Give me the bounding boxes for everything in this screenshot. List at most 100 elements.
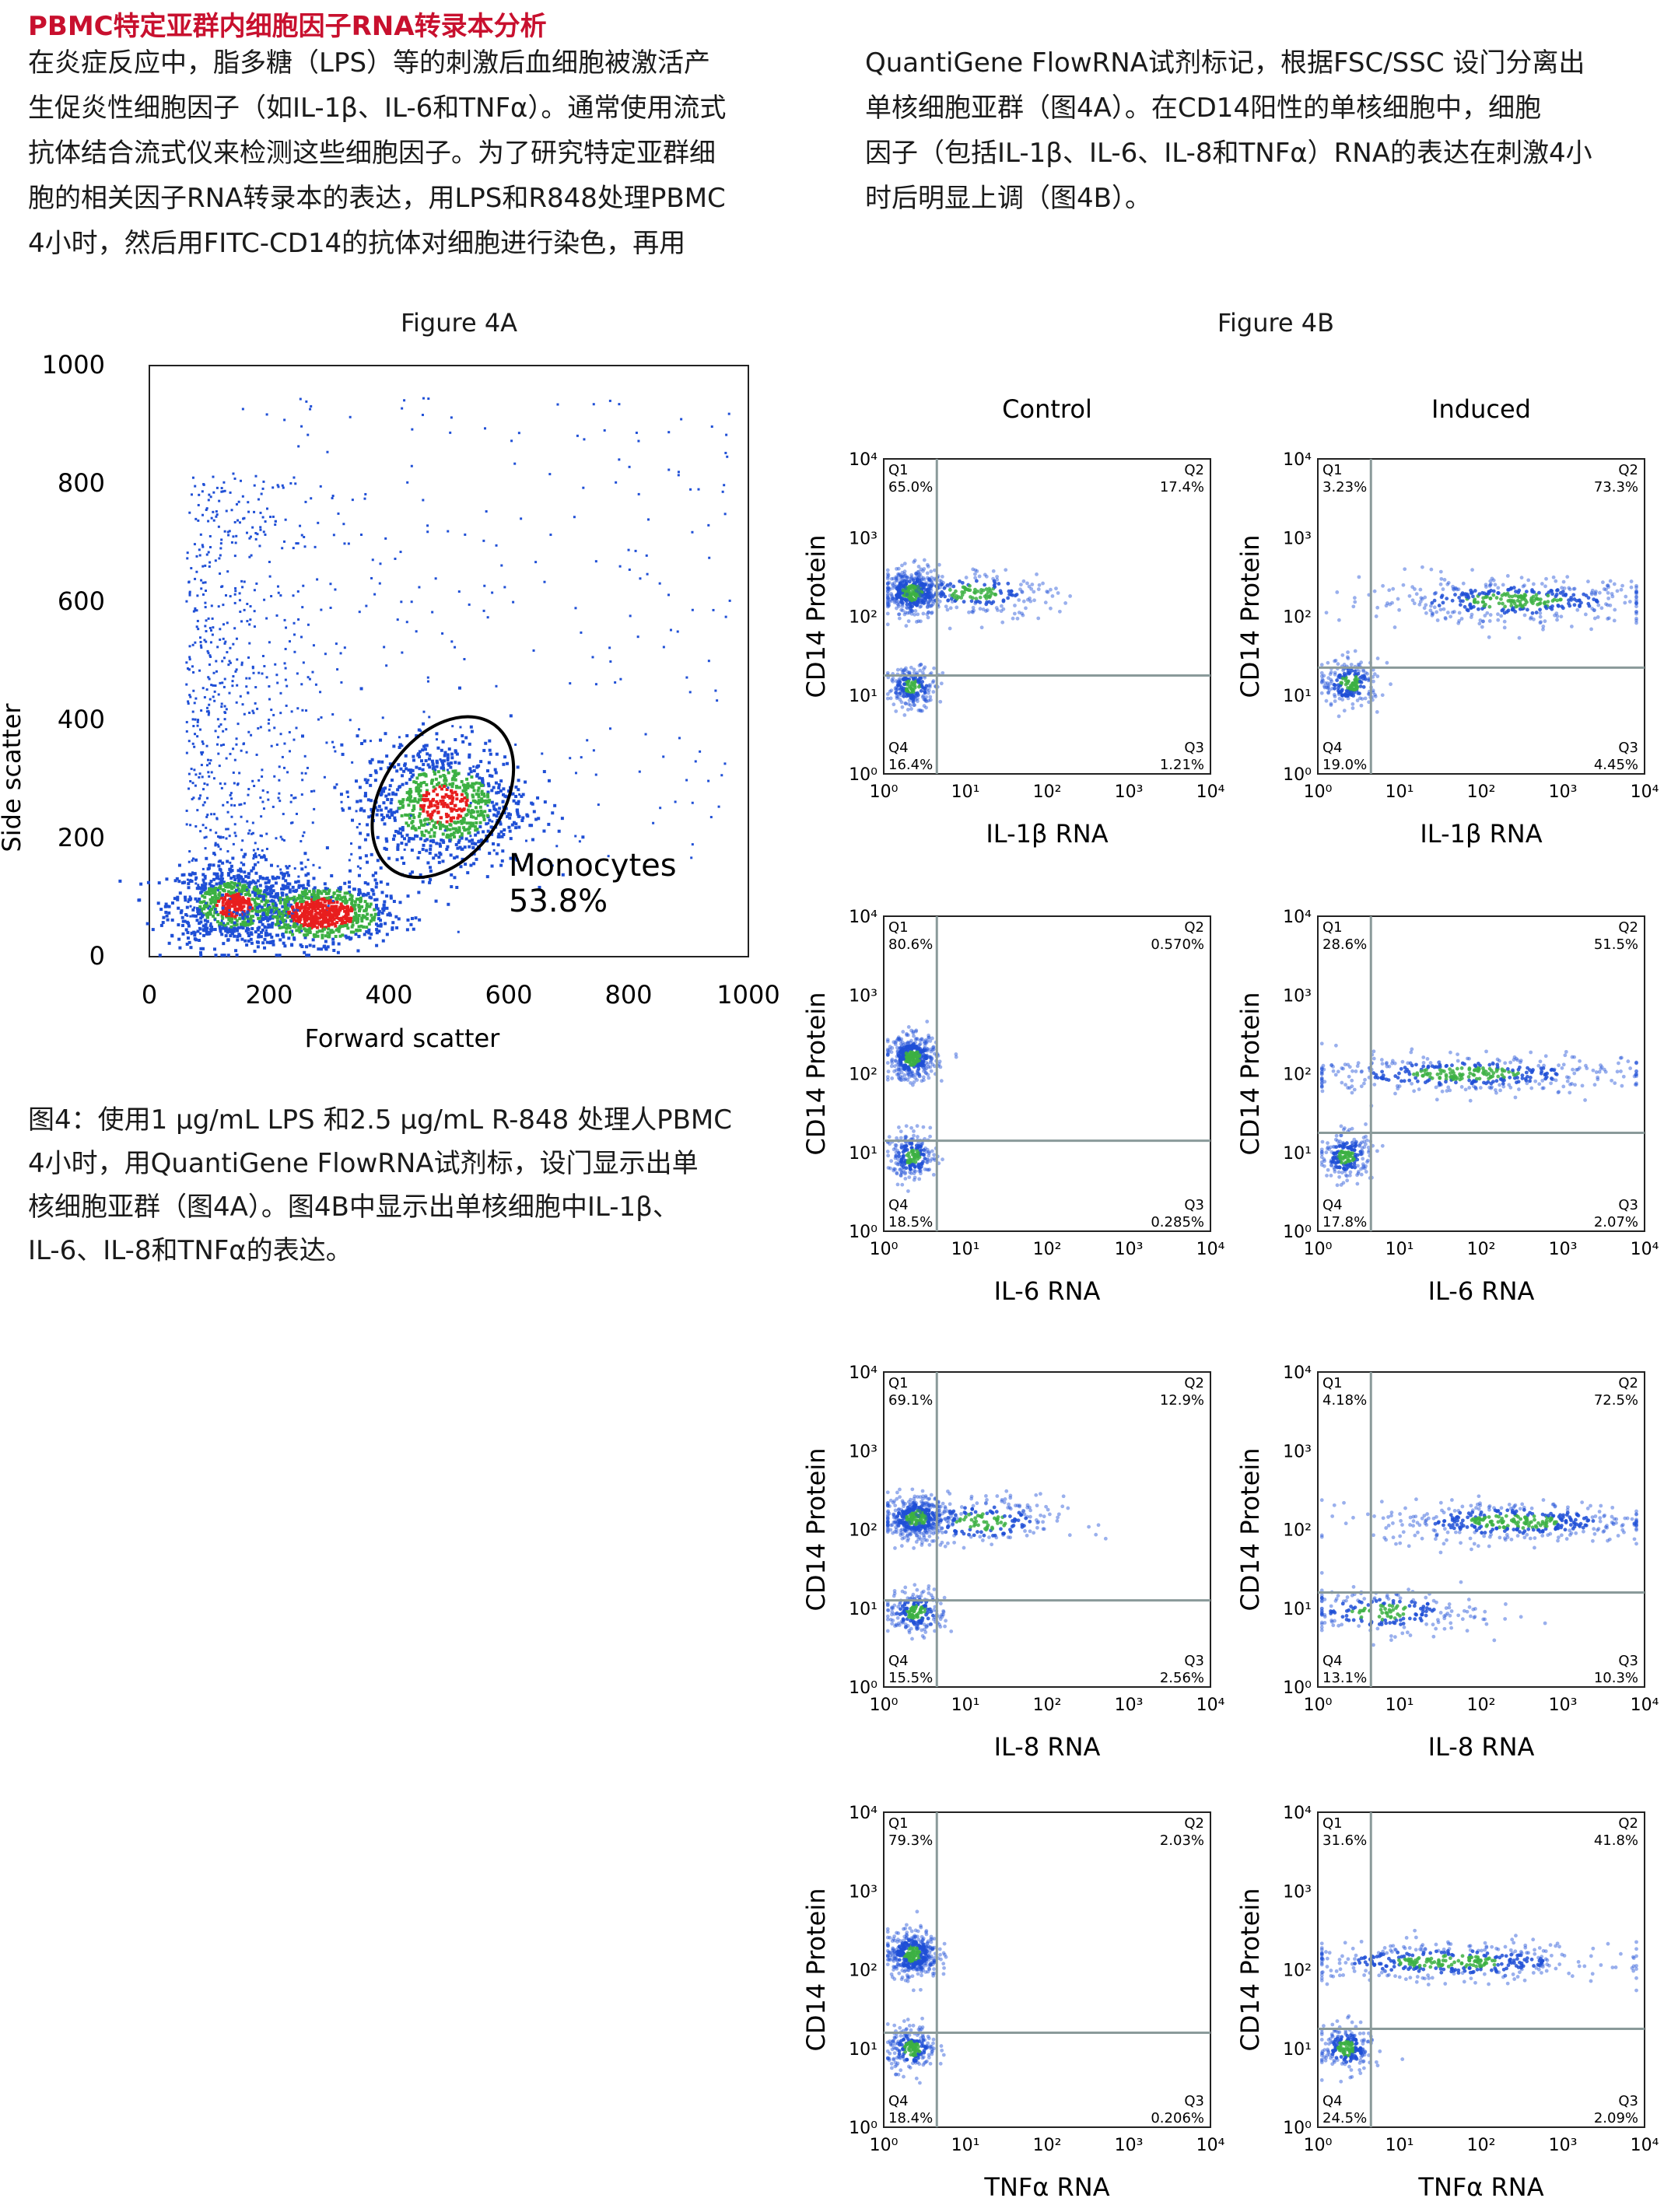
event-dot bbox=[200, 753, 203, 756]
event-dot bbox=[271, 900, 275, 904]
event-dot bbox=[1470, 612, 1474, 617]
event-dot bbox=[365, 781, 369, 785]
event-dot bbox=[250, 906, 254, 910]
event-dot bbox=[184, 912, 188, 916]
event-dot bbox=[920, 578, 924, 582]
event-dot bbox=[205, 815, 208, 818]
event-dot bbox=[449, 802, 453, 806]
event-dot bbox=[388, 913, 392, 917]
event-dot bbox=[235, 637, 238, 640]
event-dot bbox=[716, 699, 719, 702]
event-dot bbox=[440, 795, 444, 799]
event-dot bbox=[906, 576, 909, 580]
plot-frame bbox=[149, 365, 749, 957]
event-dot bbox=[196, 910, 200, 914]
event-dot bbox=[457, 838, 461, 842]
event-dot bbox=[261, 876, 264, 879]
event-dot bbox=[258, 884, 262, 887]
event-dot bbox=[221, 681, 224, 684]
event-dot bbox=[447, 747, 451, 751]
event-dot bbox=[223, 705, 226, 708]
event-dot bbox=[350, 898, 354, 901]
event-dot bbox=[899, 574, 904, 579]
event-dot bbox=[1463, 604, 1467, 609]
event-dot bbox=[913, 558, 917, 562]
event-dot bbox=[1604, 602, 1608, 607]
event-dot bbox=[335, 921, 339, 925]
event-dot bbox=[503, 828, 506, 832]
event-dot bbox=[212, 519, 215, 522]
event-dot bbox=[261, 941, 265, 945]
event-dot bbox=[391, 813, 394, 817]
event-dot bbox=[208, 762, 212, 765]
event-dot bbox=[245, 751, 248, 754]
event-dot bbox=[257, 933, 261, 936]
event-dot bbox=[904, 576, 909, 580]
event-dot bbox=[1391, 586, 1396, 591]
event-dot bbox=[173, 897, 177, 901]
event-dot bbox=[516, 765, 520, 769]
event-dot bbox=[222, 490, 225, 493]
event-dot bbox=[469, 770, 473, 774]
event-dot bbox=[268, 575, 271, 578]
event-dot bbox=[893, 599, 898, 604]
event-dot bbox=[163, 905, 167, 908]
event-dot bbox=[266, 507, 269, 510]
event-dot bbox=[412, 813, 415, 817]
event-dot bbox=[446, 833, 450, 837]
event-dot bbox=[962, 600, 966, 604]
event-dot bbox=[300, 867, 304, 871]
event-dot bbox=[358, 786, 362, 789]
event-dot bbox=[428, 754, 432, 758]
event-dot bbox=[243, 893, 247, 897]
event-dot bbox=[213, 911, 217, 915]
event-dot bbox=[381, 716, 384, 719]
event-dot bbox=[457, 930, 460, 933]
event-dot bbox=[337, 929, 341, 933]
event-dot bbox=[257, 940, 261, 944]
event-dot bbox=[382, 816, 386, 820]
event-dot bbox=[1525, 607, 1529, 612]
event-dot bbox=[926, 565, 930, 569]
event-dot bbox=[433, 831, 436, 835]
event-dot bbox=[366, 833, 370, 837]
event-dot bbox=[218, 881, 222, 885]
event-dot bbox=[912, 667, 916, 672]
event-dot bbox=[385, 894, 389, 898]
event-dot bbox=[426, 763, 430, 767]
event-dot bbox=[185, 661, 188, 664]
event-dot bbox=[268, 933, 272, 936]
event-dot bbox=[293, 476, 296, 479]
event-dot bbox=[984, 596, 989, 600]
event-dot bbox=[902, 579, 907, 583]
event-dot bbox=[200, 915, 204, 919]
event-dot bbox=[429, 848, 433, 852]
event-dot bbox=[240, 749, 243, 752]
event-dot bbox=[241, 878, 245, 882]
event-dot bbox=[1634, 610, 1638, 614]
event-dot bbox=[349, 909, 353, 913]
event-dot bbox=[335, 889, 339, 893]
x-tick-label: 200 bbox=[245, 980, 293, 1010]
event-dot bbox=[236, 876, 240, 880]
event-dot bbox=[198, 939, 201, 943]
event-dot bbox=[295, 812, 298, 815]
event-dot bbox=[382, 789, 386, 793]
event-dot bbox=[243, 580, 246, 583]
event-dot bbox=[913, 576, 916, 581]
event-dot bbox=[440, 787, 444, 791]
event-dot bbox=[450, 756, 454, 760]
event-dot bbox=[955, 605, 959, 610]
event-dot bbox=[412, 754, 415, 758]
event-dot bbox=[188, 658, 191, 661]
event-dot bbox=[912, 670, 916, 675]
event-dot bbox=[450, 640, 454, 643]
event-dot bbox=[485, 839, 489, 843]
event-dot bbox=[284, 907, 288, 911]
event-dot bbox=[923, 698, 928, 703]
event-dot bbox=[189, 824, 192, 827]
event-dot bbox=[1319, 674, 1324, 678]
event-dot bbox=[1554, 579, 1558, 583]
event-dot bbox=[250, 921, 254, 925]
event-dot bbox=[375, 898, 379, 901]
